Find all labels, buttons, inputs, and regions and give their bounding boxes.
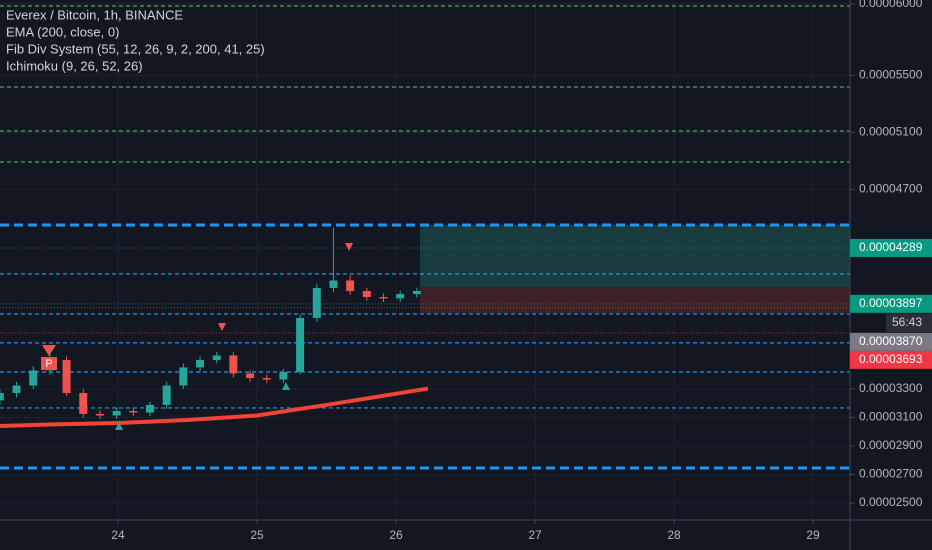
candle-body <box>79 392 88 414</box>
price-label: 0.00004289 <box>859 240 923 254</box>
y-tick-label: 0.00002900 <box>859 438 923 452</box>
countdown-box <box>886 313 932 332</box>
signal-arrow <box>218 323 226 331</box>
x-tick-label: 25 <box>250 528 264 542</box>
axes: 0.00002500 0.00002700 0.00002900 0.00003100… <box>111 0 932 542</box>
candle-body <box>346 280 355 292</box>
marker-label: P <box>45 358 52 370</box>
candle-body <box>196 360 205 368</box>
candle-body <box>12 385 21 393</box>
indicator: Fib Div System (55, 12, 26, 9, 2, 200, 4… <box>6 41 265 56</box>
candle-body <box>162 385 171 405</box>
chart-title: Everex / Bitcoin, 1h, BINANCE <box>6 7 183 22</box>
y-tick-label: 0.00005500 <box>859 67 923 81</box>
profit-zone <box>420 225 850 287</box>
y-tick-label: 0.00002500 <box>859 495 923 509</box>
y-tick-label: 0.00004700 <box>859 182 923 196</box>
candle-body <box>212 355 221 361</box>
y-tick-label: 0.00003100 <box>859 410 923 424</box>
candle-body <box>145 404 154 413</box>
signal-arrow <box>282 382 290 390</box>
candle-body <box>95 413 104 416</box>
x-tick-label: 28 <box>667 528 681 542</box>
candle-body <box>362 291 371 298</box>
candle-body <box>29 370 38 386</box>
price-label: 0.00003897 <box>859 296 923 310</box>
price-label: 0.00003870 <box>859 334 923 348</box>
y-tick-label: 0.00002700 <box>859 467 923 481</box>
candle-body <box>179 367 188 386</box>
marker-box <box>41 357 57 370</box>
signal-arrow <box>345 243 353 251</box>
price-label: 0.00003693 <box>859 352 923 366</box>
candle-body <box>246 373 255 378</box>
candle-body <box>62 360 71 393</box>
ema-line <box>0 386 429 429</box>
price-label-box <box>850 238 932 257</box>
price-label-box <box>850 350 932 369</box>
countdown: 56:43 <box>892 315 922 329</box>
candle-body <box>329 280 338 289</box>
candle-body <box>312 288 321 318</box>
indicator: EMA (200, close, 0) <box>6 24 119 39</box>
y-tick-label: 0.00006000 <box>859 0 923 10</box>
candle-body <box>396 294 405 299</box>
plot <box>0 5 850 470</box>
candle-body <box>379 297 388 299</box>
price-label-box <box>850 294 932 313</box>
indicator: Ichimoku (9, 26, 52, 26) <box>6 58 143 73</box>
x-tick-label: 27 <box>528 528 542 542</box>
candle-body <box>0 392 4 401</box>
loss-zone <box>420 287 850 313</box>
y-tick-label: 0.00005100 <box>859 124 923 138</box>
candle-body <box>262 377 271 380</box>
candle-body <box>412 291 421 295</box>
y-tick-label: 0.00003300 <box>859 381 923 395</box>
candle-body <box>279 371 288 380</box>
x-tick-label: 29 <box>806 528 820 542</box>
candle-body <box>129 410 138 413</box>
candle-body <box>229 355 238 374</box>
x-tick-label: 24 <box>111 528 125 542</box>
candle-body <box>112 410 121 416</box>
candle-body <box>296 317 305 372</box>
price-label-box <box>850 332 932 351</box>
legend: Everex / Bitcoin, 1h, BINANCE EMA (200, … <box>6 7 265 73</box>
x-tick-label: 26 <box>389 528 403 542</box>
signal-arrow <box>42 345 56 356</box>
signal-arrow <box>115 422 123 430</box>
